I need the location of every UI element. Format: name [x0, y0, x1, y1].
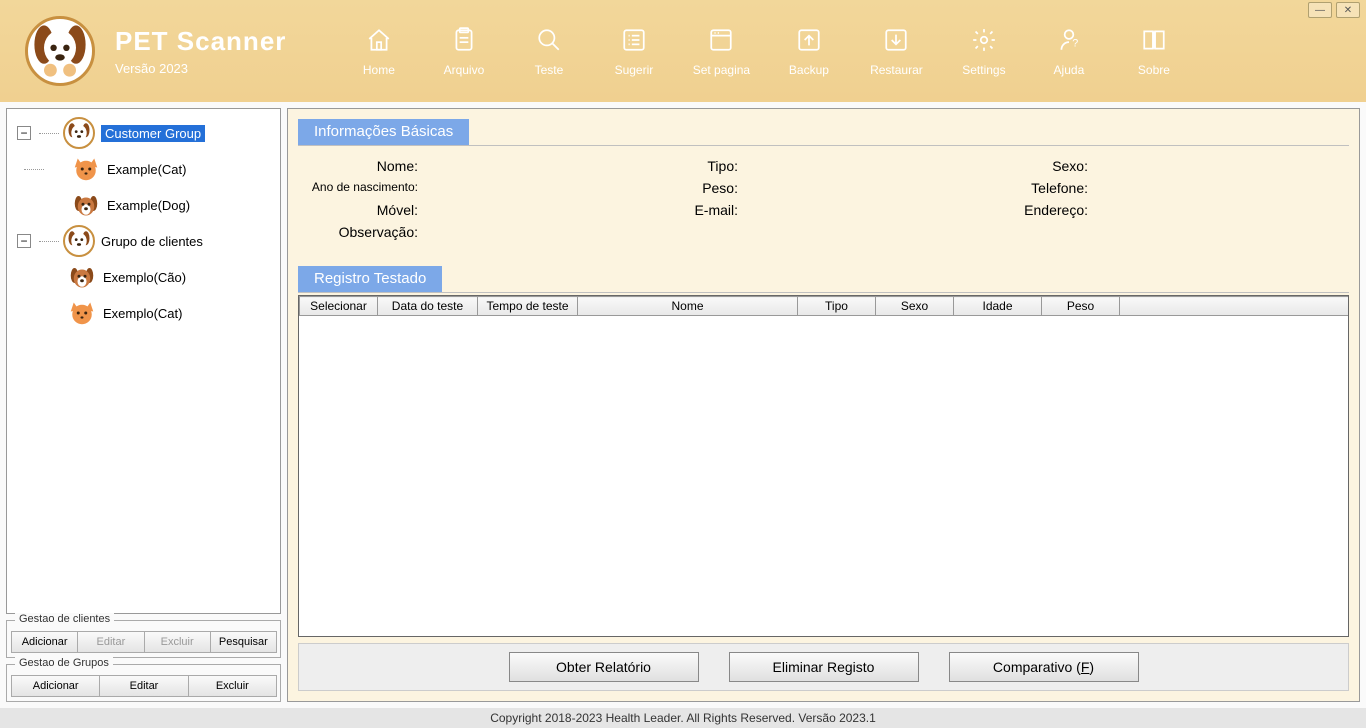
collapse-icon[interactable]: − [17, 234, 31, 248]
dog-avatar-icon [67, 262, 97, 292]
customer-tree: − Customer Group Example(Cat) Example(Do… [6, 108, 281, 614]
col-nome[interactable]: Nome [578, 297, 798, 316]
col-sexo[interactable]: Sexo [876, 297, 954, 316]
gear-icon [941, 25, 1026, 55]
tree-item-label: Exemplo(Cão) [103, 270, 186, 285]
label-telefone: Telefone: [968, 180, 1088, 196]
delete-record-button[interactable]: Eliminar Registo [729, 652, 919, 682]
list-icon [591, 25, 676, 55]
app-version-label: Versão 2023 [115, 61, 286, 76]
dog-avatar-icon [71, 190, 101, 220]
label-tipo: Tipo: [638, 158, 738, 174]
help-icon: ? [1026, 25, 1111, 55]
app-header: — ✕ PET Scanner Versão 2023 Home Arquivo… [0, 0, 1366, 102]
tree-item-label: Example(Dog) [107, 198, 190, 213]
search-icon [506, 25, 591, 55]
col-data-teste[interactable]: Data do teste [378, 297, 478, 316]
table-header-row: Selecionar Data do teste Tempo de teste … [300, 297, 1349, 316]
comparative-button[interactable]: Comparativo (F) [949, 652, 1139, 682]
collapse-icon[interactable]: − [17, 126, 31, 140]
nav-teste[interactable]: Teste [506, 17, 591, 85]
group-edit-button[interactable]: Editar [99, 675, 188, 697]
nav-sugerir[interactable]: Sugerir [591, 17, 676, 85]
nav-restaurar[interactable]: Restaurar [851, 17, 941, 85]
main-nav: Home Arquivo Teste Sugerir Set pagina Ba… [336, 17, 1196, 85]
tested-record-table: Selecionar Data do teste Tempo de teste … [298, 295, 1349, 637]
svg-text:?: ? [1072, 38, 1078, 50]
dog-avatar-icon [63, 225, 95, 257]
group-add-button[interactable]: Adicionar [11, 675, 100, 697]
tree-group-row[interactable]: − Customer Group [11, 115, 276, 151]
download-icon [851, 25, 941, 55]
label-observacao: Observação: [298, 224, 418, 240]
nav-arquivo[interactable]: Arquivo [421, 17, 506, 85]
col-idade[interactable]: Idade [954, 297, 1042, 316]
group-mgmt-legend: Gestao de Grupos [15, 657, 113, 669]
group-management-group: Gestao de Grupos Adicionar Editar Exclui… [6, 664, 281, 702]
upload-icon [766, 25, 851, 55]
client-search-button[interactable]: Pesquisar [210, 631, 277, 653]
nav-setpagina[interactable]: Set pagina [676, 17, 766, 85]
client-delete-button[interactable]: Excluir [144, 631, 211, 653]
client-edit-button[interactable]: Editar [77, 631, 144, 653]
get-report-button[interactable]: Obter Relatório [509, 652, 699, 682]
label-nome: Nome: [298, 158, 418, 174]
page-icon [676, 25, 766, 55]
record-action-bar: Obter Relatório Eliminar Registo Compara… [298, 643, 1349, 691]
label-endereco: Endereço: [968, 202, 1088, 218]
window-controls: — ✕ [1308, 2, 1360, 18]
cat-avatar-icon [67, 298, 97, 328]
client-mgmt-legend: Gestao de clientes [15, 613, 114, 625]
nav-sobre[interactable]: Sobre [1111, 17, 1196, 85]
label-peso: Peso: [638, 180, 738, 196]
content-area: Informações Básicas Nome: Tipo: Sexo: An… [287, 108, 1360, 702]
label-movel: Móvel: [298, 202, 418, 218]
tree-item-row[interactable]: Example(Cat) [11, 151, 276, 187]
book-icon [1111, 25, 1196, 55]
nav-settings[interactable]: Settings [941, 17, 1026, 85]
col-tempo-teste[interactable]: Tempo de teste [478, 297, 578, 316]
app-logo-icon [25, 16, 95, 86]
label-ano-nascimento: Ano de nascimento: [298, 180, 418, 196]
basic-info-fields: Nome: Tipo: Sexo: Ano de nascimento: Pes… [298, 146, 1349, 266]
app-title: PET Scanner [115, 26, 286, 57]
sidebar: − Customer Group Example(Cat) Example(Do… [6, 108, 281, 702]
clipboard-icon [421, 25, 506, 55]
tree-item-row[interactable]: Exemplo(Cão) [11, 259, 276, 295]
footer-copyright: Copyright 2018-2023 Health Leader. All R… [0, 708, 1366, 728]
col-selecionar[interactable]: Selecionar [300, 297, 378, 316]
cat-avatar-icon [71, 154, 101, 184]
tree-item-row[interactable]: Exemplo(Cat) [11, 295, 276, 331]
col-tipo[interactable]: Tipo [798, 297, 876, 316]
tree-item-label: Exemplo(Cat) [103, 306, 182, 321]
label-email: E-mail: [638, 202, 738, 218]
group-delete-button[interactable]: Excluir [188, 675, 277, 697]
client-management-group: Gestao de clientes Adicionar Editar Excl… [6, 620, 281, 658]
home-icon [336, 25, 421, 55]
logo-area: PET Scanner Versão 2023 [0, 16, 286, 86]
tested-record-header: Registro Testado [298, 266, 442, 292]
tree-group-label: Grupo de clientes [101, 234, 203, 249]
tree-item-label: Example(Cat) [107, 162, 186, 177]
tree-group-row[interactable]: − Grupo de clientes [11, 223, 276, 259]
label-sexo: Sexo: [968, 158, 1088, 174]
nav-home[interactable]: Home [336, 17, 421, 85]
minimize-button[interactable]: — [1308, 2, 1332, 18]
col-peso[interactable]: Peso [1042, 297, 1120, 316]
nav-backup[interactable]: Backup [766, 17, 851, 85]
tree-group-label: Customer Group [101, 125, 205, 142]
tree-item-row[interactable]: Example(Dog) [11, 187, 276, 223]
dog-avatar-icon [63, 117, 95, 149]
nav-ajuda[interactable]: ? Ajuda [1026, 17, 1111, 85]
close-button[interactable]: ✕ [1336, 2, 1360, 18]
basic-info-header: Informações Básicas [298, 119, 469, 145]
client-add-button[interactable]: Adicionar [11, 631, 78, 653]
